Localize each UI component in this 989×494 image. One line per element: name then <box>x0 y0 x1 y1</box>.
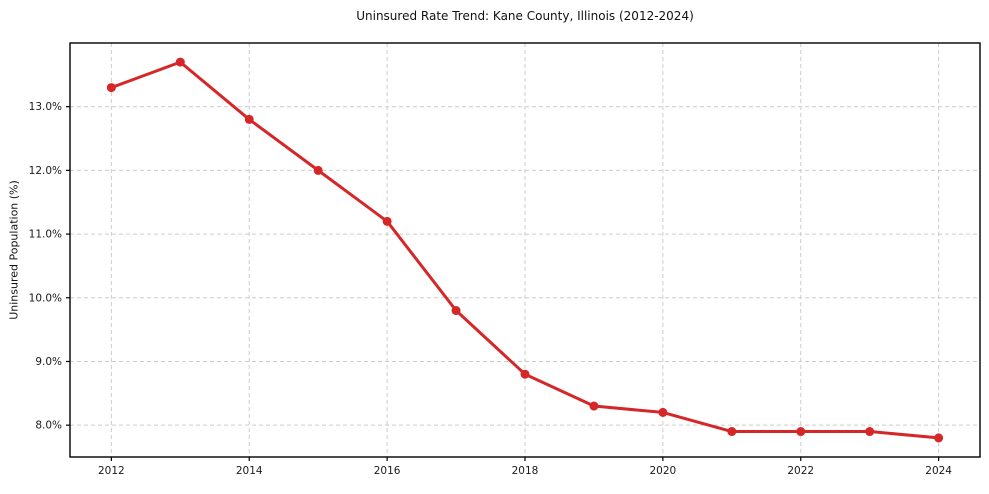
y-tick-label: 10.0% <box>29 292 62 304</box>
y-axis-label: Uninsured Population (%) <box>7 180 21 320</box>
data-point-marker <box>865 427 875 437</box>
data-point-marker <box>313 165 323 175</box>
data-point-marker <box>175 57 185 67</box>
y-tick-label: 8.0% <box>35 420 62 432</box>
x-tick-label: 2024 <box>925 465 952 477</box>
data-point-marker <box>796 427 806 437</box>
data-point-marker <box>451 306 461 316</box>
chart-title: Uninsured Rate Trend: Kane County, Illin… <box>356 9 694 23</box>
y-tick-label: 9.0% <box>35 356 62 368</box>
plot-border <box>69 42 981 458</box>
y-tick-label: 12.0% <box>29 165 62 177</box>
y-tick-label: 11.0% <box>29 229 62 241</box>
data-point-marker <box>934 433 944 443</box>
x-tick-label: 2022 <box>787 465 814 477</box>
x-tick-label: 2014 <box>236 465 263 477</box>
data-point-marker <box>382 216 392 226</box>
data-point-marker <box>589 401 599 411</box>
data-point-marker <box>106 83 116 93</box>
data-point-marker <box>727 427 737 437</box>
data-point-marker <box>520 369 530 379</box>
x-tick-label: 2012 <box>98 465 125 477</box>
y-tick-label: 13.0% <box>29 101 62 113</box>
data-point-marker <box>658 407 668 417</box>
x-tick-label: 2020 <box>650 465 677 477</box>
x-tick-label: 2018 <box>512 465 539 477</box>
data-point-marker <box>244 114 254 124</box>
x-tick-label: 2016 <box>374 465 401 477</box>
